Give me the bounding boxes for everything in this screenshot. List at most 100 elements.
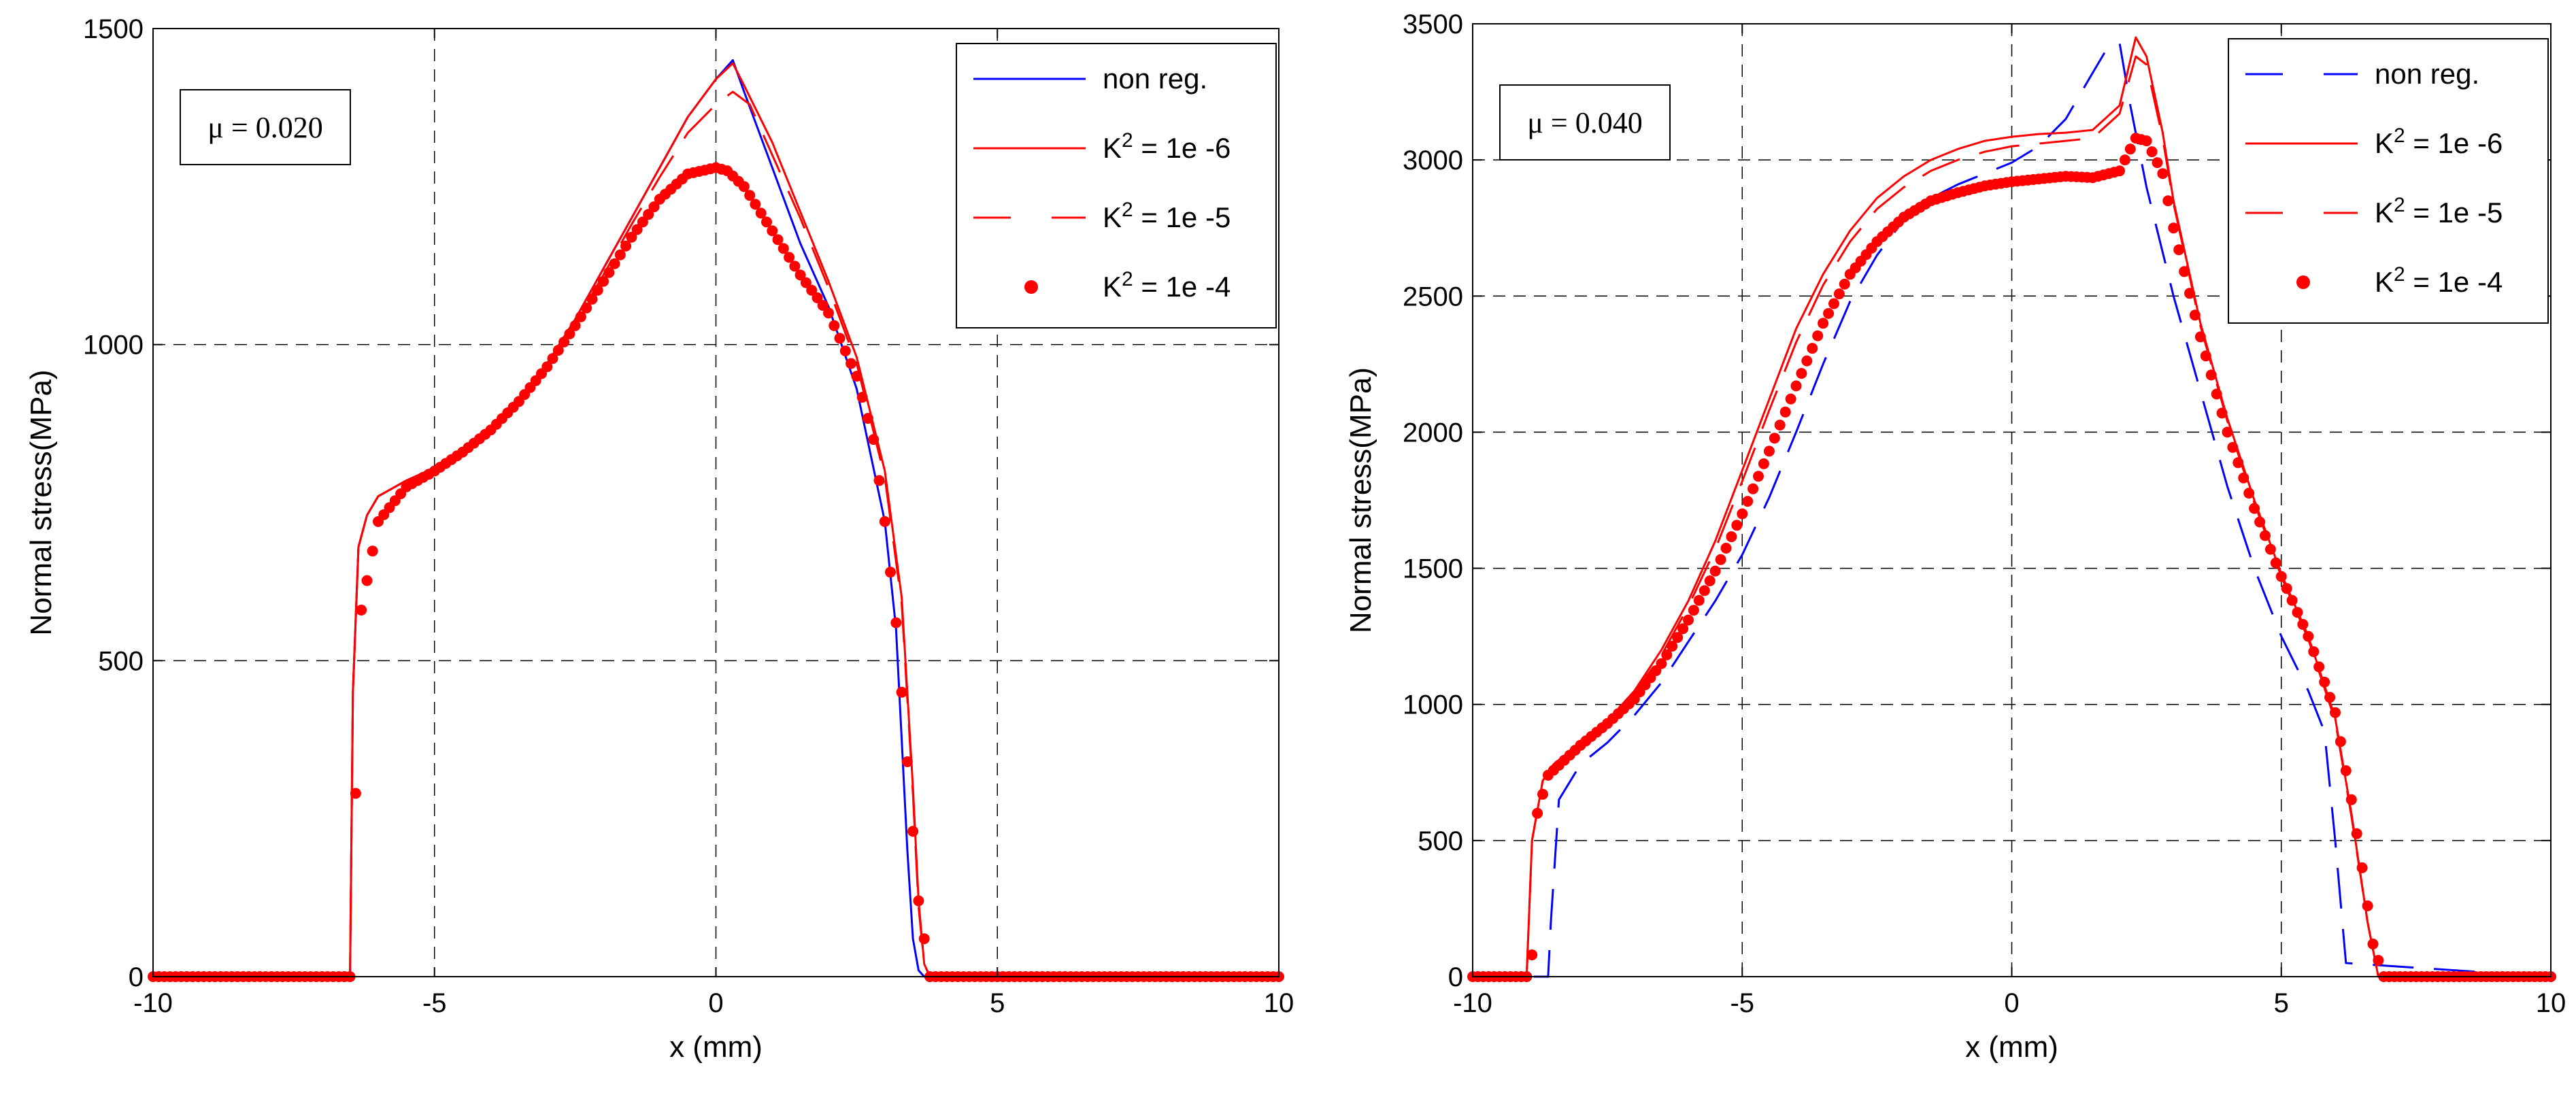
- series-line: [153, 90, 1279, 978]
- data-point: [1769, 433, 1780, 444]
- data-point: [2308, 646, 2320, 658]
- data-point: [890, 617, 902, 628]
- data-point: [2194, 331, 2206, 343]
- legend-label: K2 = 1e -6: [1103, 129, 1231, 165]
- data-point: [913, 895, 924, 907]
- data-point: [1779, 406, 1791, 418]
- data-point: [2141, 135, 2152, 147]
- data-point: [2227, 441, 2239, 453]
- data-point: [361, 575, 373, 586]
- data-point: [806, 284, 818, 296]
- data-point: [1693, 594, 1705, 606]
- data-point: [812, 292, 823, 303]
- data-point: [2243, 488, 2255, 499]
- x-tick-label: 10: [1264, 988, 1294, 1018]
- data-point: [2270, 557, 2281, 569]
- data-point: [839, 346, 851, 356]
- data-point: [2152, 157, 2163, 169]
- data-point: [1667, 641, 1678, 652]
- data-point: [1818, 318, 1829, 329]
- data-point: [800, 277, 812, 288]
- data-point: [1758, 458, 1769, 469]
- annotation-box: μ = 0.020: [180, 89, 351, 165]
- annotation-text: μ = 0.040: [1527, 106, 1642, 139]
- data-point: [1677, 623, 1689, 635]
- data-point: [2362, 900, 2373, 911]
- data-point: [552, 345, 564, 356]
- data-point: [744, 190, 756, 201]
- data-point: [2345, 794, 2357, 805]
- data-point: [592, 284, 603, 296]
- y-tick-label: 500: [98, 646, 144, 676]
- data-point: [1672, 632, 1684, 643]
- data-point: [1526, 949, 1538, 960]
- data-point: [761, 216, 772, 228]
- data-point: [2124, 144, 2136, 155]
- legend-swatch: [2296, 275, 2310, 289]
- x-tick-label: 0: [708, 988, 723, 1018]
- data-point: [846, 358, 857, 369]
- data-point: [2179, 266, 2190, 277]
- data-point: [2205, 369, 2217, 381]
- data-point: [738, 181, 750, 192]
- data-point: [1715, 554, 1726, 565]
- y-tick-label: 1500: [83, 14, 144, 44]
- data-point: [581, 302, 592, 314]
- data-point: [620, 240, 632, 252]
- y-tick-label: 3000: [1403, 146, 1463, 175]
- data-point: [2168, 222, 2179, 234]
- y-tick-label: 0: [1448, 962, 1463, 992]
- data-point: [1720, 543, 1732, 554]
- data-point: [789, 260, 801, 272]
- data-point: [2313, 661, 2325, 673]
- data-point: [2286, 594, 2298, 606]
- data-point: [541, 361, 553, 373]
- legend: non reg. K2 = 1e -6 K2 = 1e -5 K2 = 1e -4: [2228, 38, 2549, 324]
- data-point: [896, 686, 907, 698]
- x-tick-label: -10: [133, 988, 173, 1018]
- data-point: [558, 336, 570, 348]
- data-point: [777, 243, 789, 254]
- series-4: [148, 162, 1284, 982]
- data-point: [2351, 828, 2362, 839]
- y-tick-label: 1000: [83, 331, 144, 360]
- data-point: [1823, 307, 1835, 319]
- data-point: [2157, 168, 2169, 180]
- data-point: [2254, 516, 2266, 528]
- x-axis-label: x (mm): [669, 1030, 763, 1064]
- data-point: [2303, 630, 2314, 642]
- data-point: [1656, 658, 1667, 669]
- data-point: [2189, 309, 2201, 321]
- x-tick-label: 0: [2004, 988, 2019, 1018]
- annotation-text: μ = 0.020: [207, 111, 322, 144]
- x-tick-label: 5: [990, 988, 1005, 1018]
- data-point: [637, 216, 648, 228]
- y-tick-label: 500: [1418, 826, 1463, 856]
- data-point: [2281, 583, 2292, 594]
- y-tick-label: 2000: [1403, 418, 1463, 448]
- data-point: [2222, 426, 2233, 438]
- data-point: [1683, 614, 1694, 626]
- data-point: [350, 788, 361, 799]
- data-point: [2319, 676, 2330, 688]
- data-point: [564, 328, 575, 339]
- legend-label: K2 = 1e -6: [2375, 124, 2503, 160]
- data-point: [873, 475, 885, 486]
- data-point: [2232, 457, 2244, 469]
- data-point: [2297, 619, 2309, 630]
- data-point: [586, 293, 598, 305]
- data-point: [1839, 278, 1850, 290]
- x-tick-label: 10: [2536, 988, 2566, 1018]
- data-point: [1763, 445, 1775, 457]
- data-point: [2173, 244, 2185, 256]
- data-point: [2275, 571, 2287, 582]
- data-point: [1833, 288, 1845, 300]
- data-point: [1747, 483, 1759, 494]
- data-point: [2200, 350, 2211, 362]
- data-point: [1742, 496, 1754, 507]
- data-point: [569, 320, 581, 331]
- y-tick-label: 1500: [1403, 554, 1463, 584]
- data-point: [626, 231, 637, 243]
- data-point: [575, 311, 586, 322]
- chart-1: -10 -5 0 5 10 0 500 1000 1500 x (mm) Normal stress…: [24, 14, 1294, 1064]
